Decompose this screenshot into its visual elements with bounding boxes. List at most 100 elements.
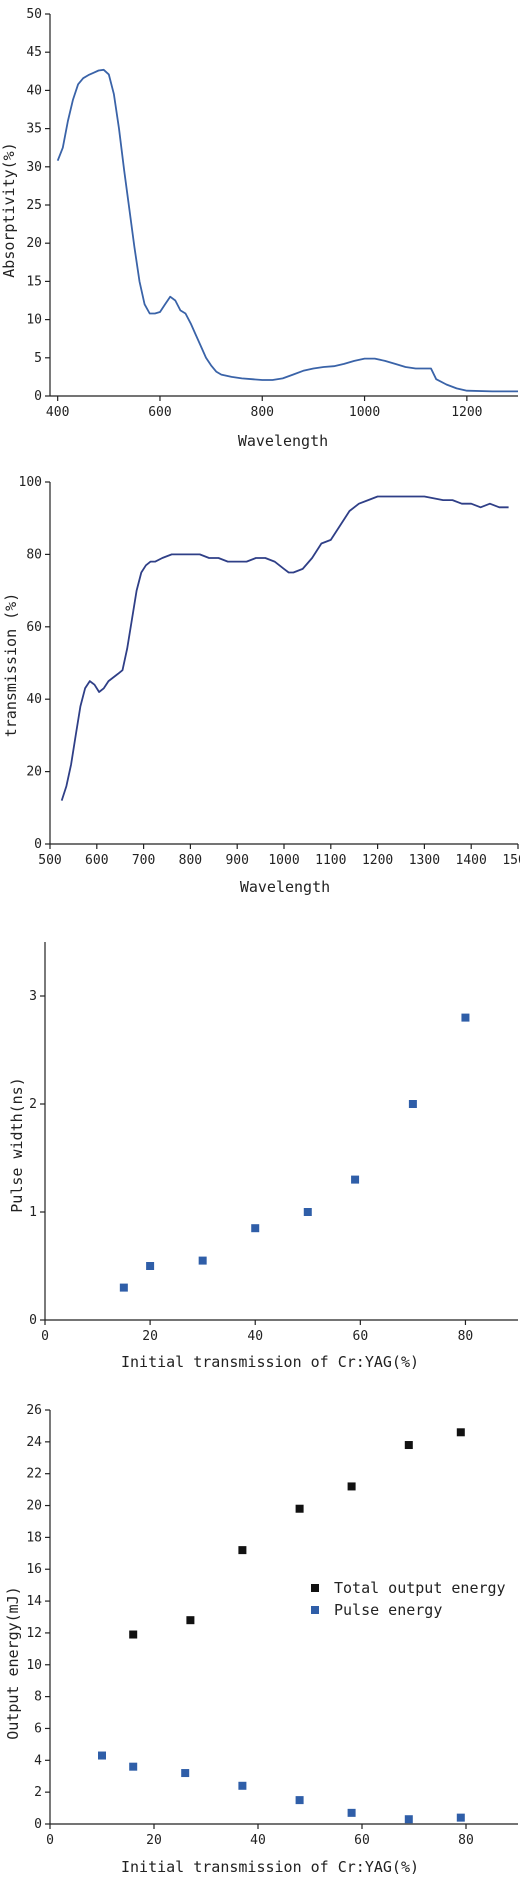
data-point xyxy=(129,1762,138,1771)
y-axis-label: Absorptivity(%) xyxy=(0,142,18,277)
x-tick-label: 800 xyxy=(251,405,274,420)
data-point xyxy=(347,1808,356,1817)
x-tick-label: 60 xyxy=(353,1329,369,1344)
data-point xyxy=(186,1616,195,1625)
data-point xyxy=(461,1013,470,1022)
y-axis-label: Pulse width(ns) xyxy=(8,1077,26,1212)
y-tick-label: 0 xyxy=(34,837,42,852)
y-tick-label: 26 xyxy=(26,1403,42,1418)
legend-label-pulse-energy: Pulse energy xyxy=(334,1601,442,1619)
x-tick-label: 900 xyxy=(225,853,248,868)
data-point xyxy=(98,1751,106,1760)
x-tick-label: 40 xyxy=(250,1833,266,1848)
data-point xyxy=(347,1482,356,1491)
data-point xyxy=(251,1224,260,1233)
data-point xyxy=(456,1813,465,1822)
x-axis-label: Initial transmission of Cr:YAG(%) xyxy=(121,1353,419,1371)
x-axis-label: Wavelength xyxy=(240,878,330,896)
data-point xyxy=(404,1815,413,1824)
data-point xyxy=(129,1630,138,1639)
y-tick-label: 0 xyxy=(34,1817,42,1832)
y-tick-label: 12 xyxy=(26,1626,42,1641)
y-tick-label: 3 xyxy=(29,989,37,1004)
y-axis-label: transmission (%) xyxy=(2,593,20,738)
x-tick-label: 1400 xyxy=(456,853,487,868)
x-tick-label: 80 xyxy=(458,1833,474,1848)
x-tick-label: 500 xyxy=(38,853,61,868)
series-line xyxy=(60,495,509,801)
legend-marker-pulse-energy xyxy=(311,1606,319,1614)
data-point xyxy=(238,1546,247,1555)
x-tick-label: 600 xyxy=(148,405,171,420)
data-point xyxy=(456,1428,465,1437)
y-tick-label: 0 xyxy=(29,1313,37,1328)
y-tick-label: 14 xyxy=(26,1594,42,1609)
y-tick-label: 50 xyxy=(26,7,42,22)
data-point xyxy=(146,1262,155,1270)
y-tick-label: 8 xyxy=(34,1690,42,1705)
x-axis-label: Initial transmission of Cr:YAG(%) xyxy=(121,1858,419,1876)
x-tick-label: 20 xyxy=(146,1833,162,1848)
x-tick-label: 700 xyxy=(132,853,155,868)
y-tick-label: 22 xyxy=(26,1467,42,1482)
x-tick-label: 600 xyxy=(85,853,108,868)
y-tick-label: 20 xyxy=(26,765,42,780)
data-point xyxy=(408,1100,417,1108)
y-tick-label: 2 xyxy=(29,1097,37,1112)
x-tick-label: 1200 xyxy=(451,405,482,420)
data-point xyxy=(351,1175,360,1184)
y-tick-label: 10 xyxy=(26,1658,42,1673)
x-tick-label: 800 xyxy=(179,853,202,868)
data-point xyxy=(198,1256,207,1265)
x-tick-label: 0 xyxy=(41,1329,49,1344)
y-axis-label: Output energy(mJ) xyxy=(4,1586,22,1740)
series-line xyxy=(56,68,518,393)
x-tick-label: 1000 xyxy=(349,405,380,420)
y-tick-label: 10 xyxy=(26,313,42,328)
x-tick-label: 1000 xyxy=(268,853,299,868)
x-tick-label: 40 xyxy=(247,1329,263,1344)
y-tick-label: 100 xyxy=(19,475,42,490)
x-tick-label: 60 xyxy=(354,1833,370,1848)
x-tick-label: 80 xyxy=(458,1329,474,1344)
x-tick-label: 0 xyxy=(46,1833,54,1848)
x-axis-label: Wavelength xyxy=(238,432,328,450)
pulse-width-chart: Pulse width(ns) Initial transmission of … xyxy=(8,942,518,1371)
data-point xyxy=(303,1208,312,1216)
y-tick-label: 5 xyxy=(34,351,42,366)
y-tick-label: 60 xyxy=(26,620,42,635)
y-tick-label: 80 xyxy=(26,547,42,562)
y-tick-label: 0 xyxy=(34,389,42,404)
absorptivity-chart: Absorptivity(%) Wavelength 0 5 10 15 20 25 30 3… xyxy=(0,7,518,450)
y-tick-label: 20 xyxy=(26,236,42,251)
y-tick-label: 40 xyxy=(26,692,42,707)
data-point xyxy=(295,1796,304,1805)
y-tick-label: 25 xyxy=(26,198,42,213)
data-point xyxy=(119,1283,128,1292)
x-tick-label: 1300 xyxy=(409,853,440,868)
y-tick-label: 6 xyxy=(34,1721,42,1736)
output-energy-chart: Output energy(mJ) Initial transmission o… xyxy=(4,1403,518,1876)
x-tick-label: 1200 xyxy=(362,853,393,868)
legend-marker-total-output-energy xyxy=(311,1584,319,1592)
y-tick-label: 20 xyxy=(26,1499,42,1514)
legend-label-total-output-energy: Total output energy xyxy=(334,1579,506,1597)
y-tick-label: 40 xyxy=(26,83,42,98)
data-point xyxy=(295,1504,304,1513)
y-tick-label: 35 xyxy=(26,122,42,137)
x-tick-label: 20 xyxy=(142,1329,158,1344)
y-tick-label: 30 xyxy=(26,160,42,175)
x-tick-label: 1100 xyxy=(315,853,346,868)
x-tick-label: 1500 xyxy=(502,853,520,868)
y-tick-label: 15 xyxy=(26,274,42,289)
x-tick-label: 400 xyxy=(46,405,69,420)
data-point xyxy=(238,1781,247,1790)
y-tick-label: 2 xyxy=(34,1785,42,1800)
y-tick-label: 24 xyxy=(26,1435,42,1450)
y-tick-label: 4 xyxy=(34,1753,42,1768)
y-tick-label: 18 xyxy=(26,1530,42,1545)
y-tick-label: 1 xyxy=(29,1205,37,1220)
y-tick-label: 45 xyxy=(26,45,42,60)
data-point xyxy=(404,1441,413,1450)
transmission-chart: transmission (%) Wavelength 0 20 40 60 80 100… xyxy=(2,475,520,896)
